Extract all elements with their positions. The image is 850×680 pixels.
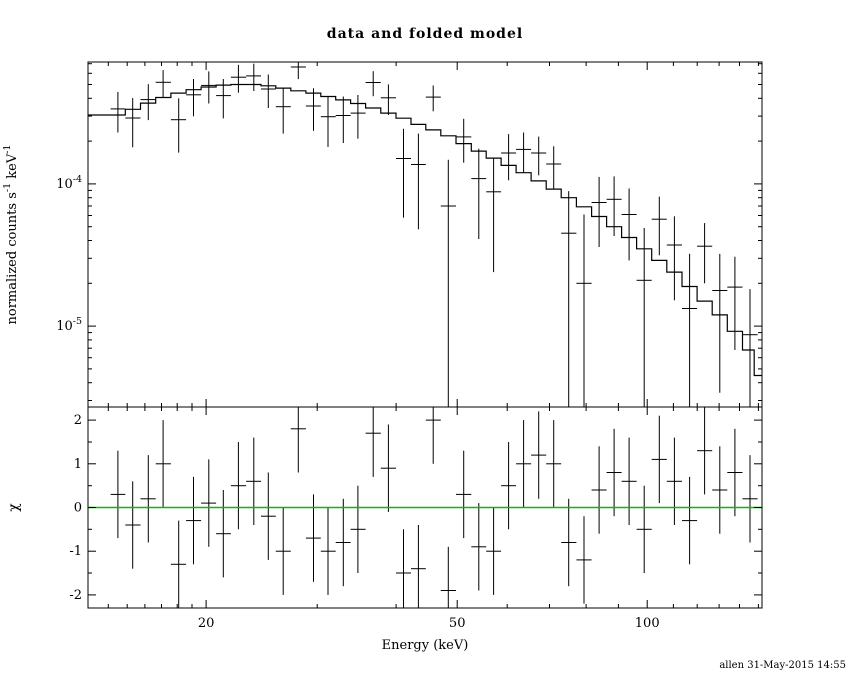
- chart-title: data and folded model: [327, 26, 523, 42]
- folded-model-line: [88, 83, 762, 377]
- axes-layer: [87, 61, 763, 609]
- timestamp-label: allen 31-May-2015 14:55: [719, 660, 846, 671]
- x-tick-label: 20: [198, 616, 215, 631]
- y-tick-label: 10-4: [56, 174, 82, 192]
- chi-tick-label: 0: [74, 501, 82, 516]
- chi-axis-title: χ: [6, 503, 22, 512]
- y-axis-title: normalized counts s-1 keV-1: [2, 145, 20, 325]
- x-tick-label: 100: [635, 616, 660, 631]
- spectrum-data-layer: [88, 62, 762, 407]
- top-panel-frame: [87, 61, 763, 408]
- chi-tick-label: -1: [69, 544, 82, 559]
- chi-tick-label: 1: [74, 457, 82, 472]
- x-tick-label: 50: [449, 616, 466, 631]
- chi-tick-label: -2: [69, 588, 82, 603]
- y-tick-label: 10-5: [56, 316, 82, 334]
- chi-tick-label: 2: [74, 413, 82, 428]
- residuals-layer: [88, 407, 762, 608]
- x-axis-title: Energy (keV): [382, 638, 469, 653]
